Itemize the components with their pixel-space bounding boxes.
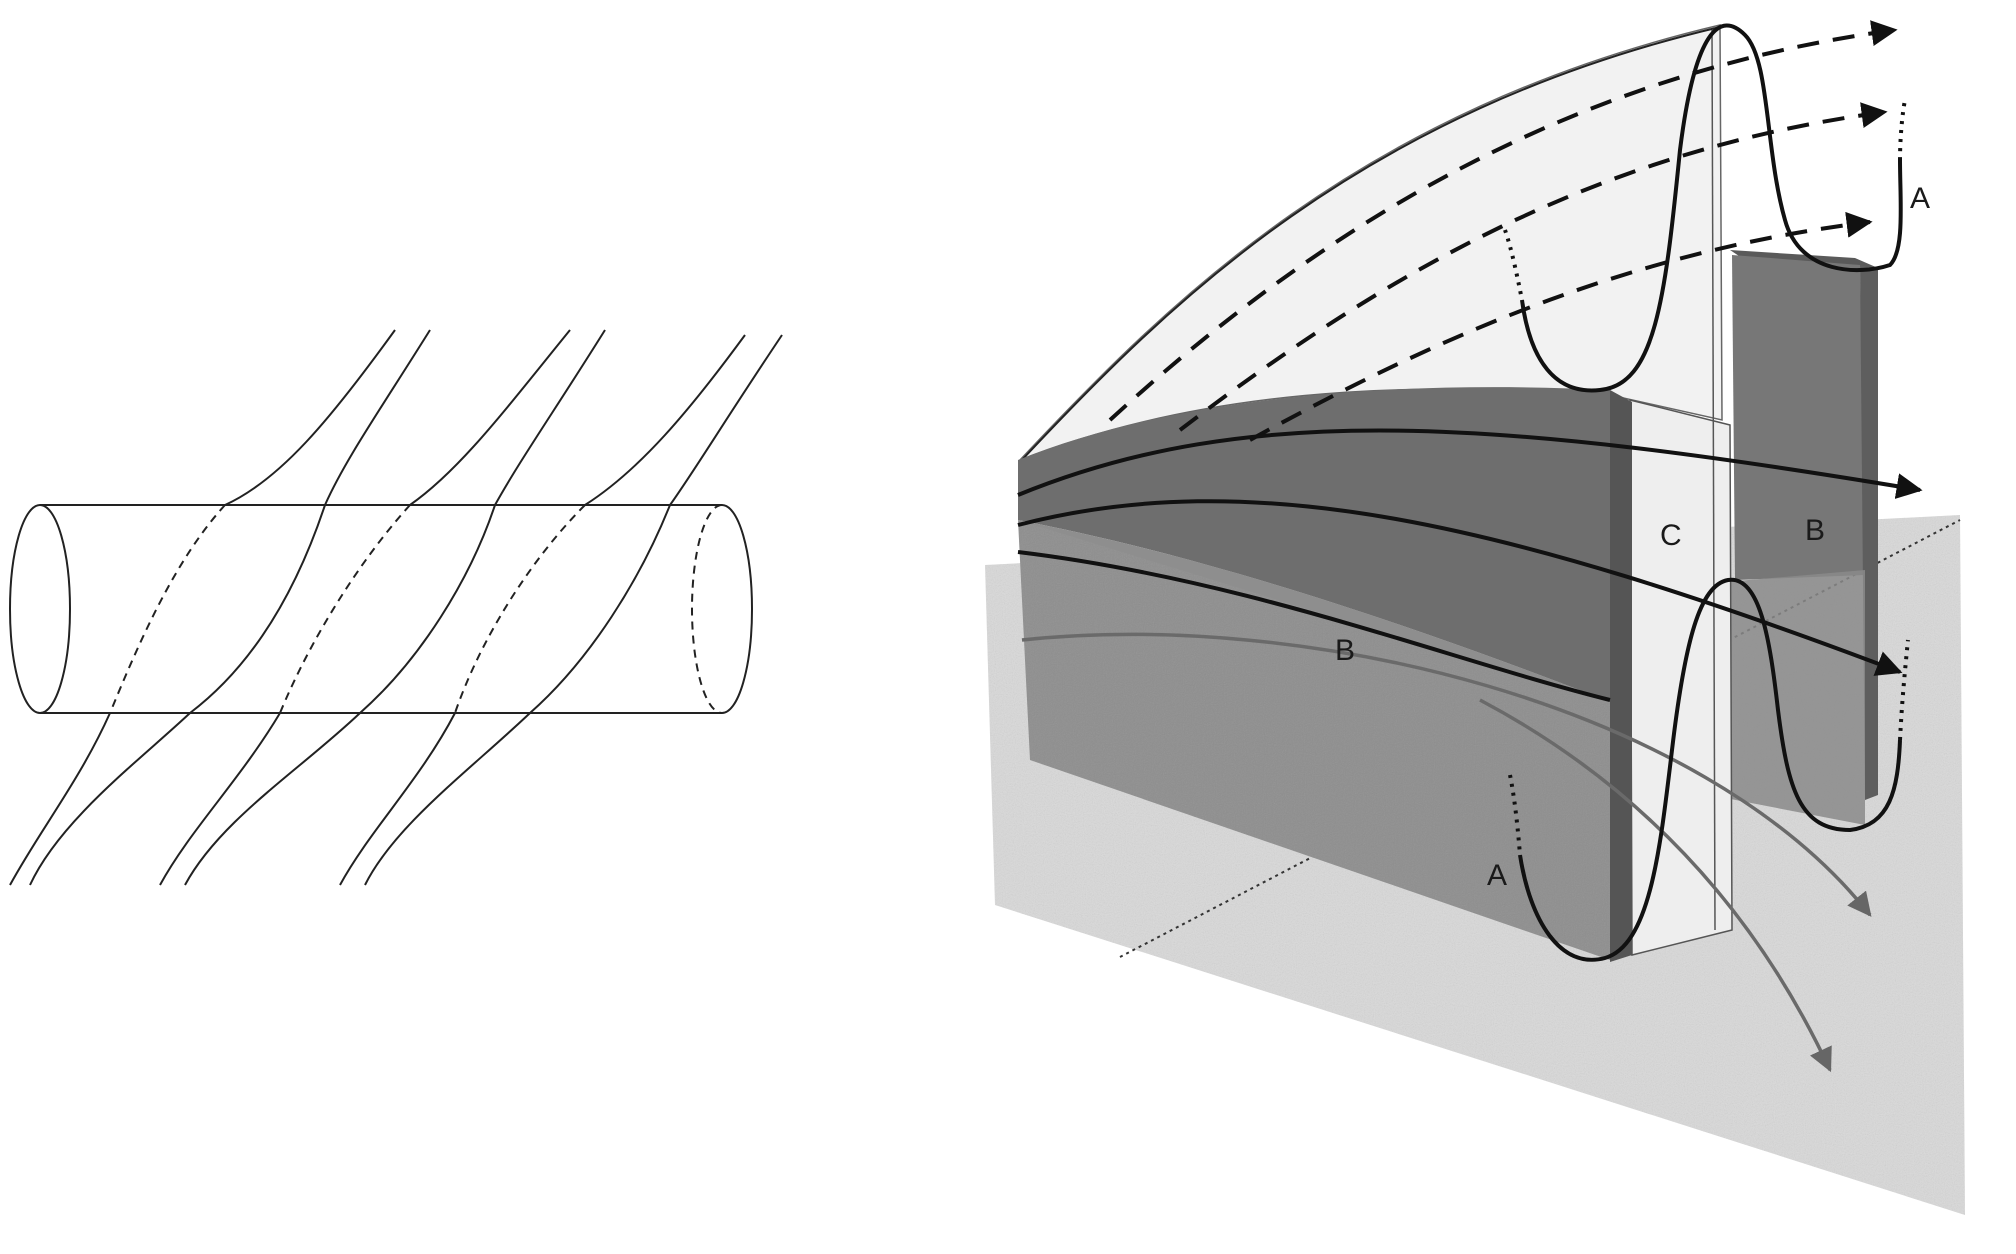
lower-wave-dotted-left — [1508, 774, 1522, 856]
label-b-front: B — [1335, 634, 1355, 667]
dashed-arrow-3 — [1249, 211, 1873, 442]
right-panel-slab-diagram: A B C B A — [985, 20, 1965, 1215]
cylinder-right-end-front — [721, 504, 753, 714]
right-block-top — [1730, 250, 1878, 268]
wave-line-3a-lower — [339, 712, 456, 886]
wave-line-3b-lower — [364, 712, 531, 886]
grey-arrow-2 — [1479, 698, 1832, 1073]
label-c: C — [1660, 519, 1682, 552]
cylinder-left-end — [9, 504, 71, 714]
solid-line-3 — [1017, 550, 1611, 702]
lower-wave-curve — [1508, 577, 1910, 962]
dashed-arrow-1 — [1108, 20, 1898, 422]
lower-wave-dotted-right — [1898, 639, 1910, 741]
cylinder-right-end-back — [691, 504, 723, 714]
wave-line-2a-hidden — [279, 504, 411, 714]
slab-end-face — [1610, 390, 1632, 962]
wavy-lines — [9, 329, 783, 886]
upper-wave-curve — [1503, 23, 1907, 393]
wave-line-2a — [409, 329, 571, 506]
label-a-upper: A — [1910, 182, 1930, 215]
solid-flow-arrows — [1017, 428, 1923, 702]
wave-line-3a-hidden — [454, 504, 586, 714]
solid-arrow-2 — [1017, 499, 1903, 676]
solid-arrow-1 — [1017, 428, 1923, 499]
upper-fin-edge — [1019, 26, 1721, 463]
wave-line-1b — [324, 329, 431, 506]
label-a-lower: A — [1487, 859, 1507, 892]
label-b-right: B — [1805, 514, 1825, 547]
wave-line-3a — [584, 334, 746, 506]
dashed-arrow-2 — [1178, 102, 1888, 432]
left-panel-cylinder-diagram — [9, 329, 783, 886]
dashed-flow-arrows — [1108, 20, 1898, 442]
upper-fin — [1019, 24, 1723, 461]
wave-line-2b-front — [359, 504, 496, 714]
wave-line-1a-lower — [9, 712, 111, 886]
lower-wave-solid — [1518, 577, 1902, 962]
wave-line-1a — [224, 329, 396, 506]
grey-flow-arrows — [1021, 632, 1872, 1073]
wave-line-1b-front — [189, 504, 326, 714]
wave-line-2b — [494, 329, 606, 506]
right-block-face — [1732, 255, 1865, 580]
wave-line-2a-lower — [159, 712, 281, 886]
grey-arrow-1 — [1021, 632, 1872, 917]
wave-line-1b-lower — [29, 712, 191, 886]
upper-wave-dotted-left — [1503, 229, 1524, 301]
slab-front-texture — [1018, 520, 1610, 960]
c-gap-divider — [1711, 29, 1716, 931]
wave-line-1a-hidden — [109, 504, 226, 714]
wave-line-2b-lower — [184, 712, 361, 886]
upper-wave-dotted-right — [1898, 99, 1907, 161]
wave-line-3b-front — [529, 504, 671, 714]
wave-line-3b — [669, 334, 783, 506]
upper-wave-solid — [1520, 23, 1903, 393]
slab-top-surface — [1018, 387, 1630, 702]
